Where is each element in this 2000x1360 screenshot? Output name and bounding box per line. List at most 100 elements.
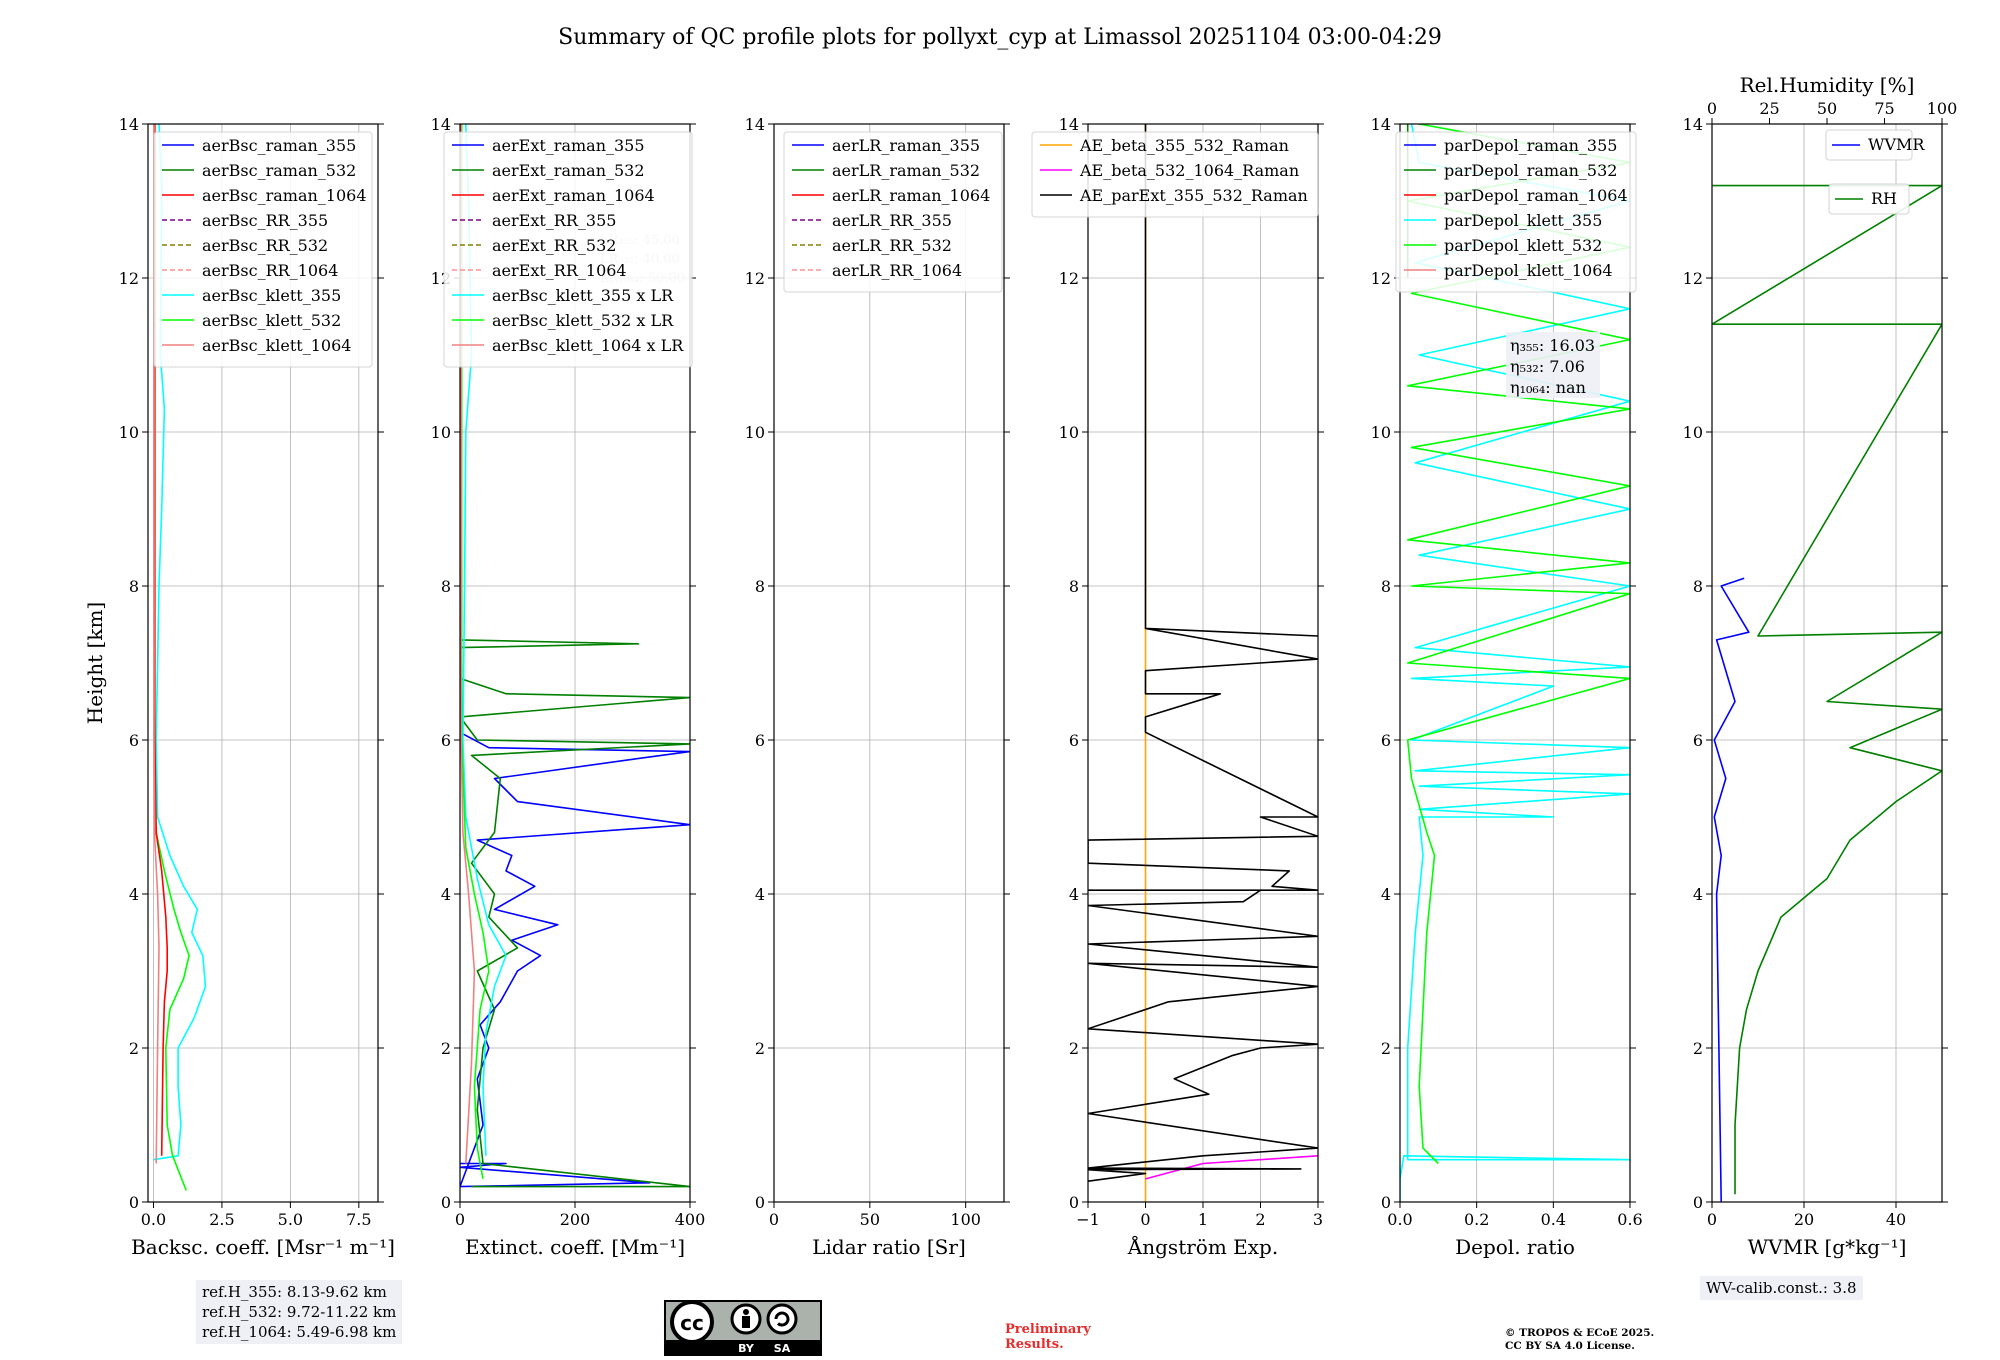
y-tick-label: 14 [1059, 115, 1079, 134]
y-tick-label: 0 [1069, 1193, 1079, 1212]
series-group [460, 124, 690, 1188]
legend-label: aerLR_raman_532 [832, 161, 980, 180]
legend-label: aerExt_raman_1064 [492, 186, 655, 205]
legend-label: aerBsc_raman_532 [202, 161, 356, 180]
x-tick-label: 0.2 [1464, 1210, 1489, 1229]
y-tick-label: 2 [755, 1039, 765, 1058]
top-tick-label: 100 [1927, 99, 1958, 118]
series-line-WVMR [1713, 577, 1750, 1202]
top-tick-label: 50 [1817, 99, 1837, 118]
legend-label: aerBsc_klett_1064 x LR [492, 336, 684, 355]
eta-annotation-box [1506, 332, 1600, 398]
axes-frame [147, 123, 379, 1203]
legend-label: aerLR_RR_532 [832, 236, 952, 255]
y-tick-label: 0 [441, 1193, 451, 1212]
y-axis-label: Height [km] [83, 602, 107, 724]
legend-label: aerBsc_raman_1064 [202, 186, 367, 205]
series-line-aerBsc_klett_1064 [153, 124, 160, 1164]
legend-label: aerLR_RR_1064 [832, 261, 962, 280]
axes-frame [1711, 123, 1943, 1203]
series-group [1088, 124, 1318, 1202]
series-line-AE_parExt_355_532_Raman [1088, 124, 1318, 1182]
y-tick-label: 4 [129, 885, 139, 904]
cc-by-label: BY [738, 1342, 755, 1355]
y-tick-label: 10 [431, 423, 451, 442]
series-line-aerExt_raman_355 [460, 124, 690, 1188]
legend-label: AE_beta_355_532_Raman [1079, 136, 1289, 155]
y-tick-label: 6 [1069, 731, 1079, 750]
series-line-aerBsc_raman_1064 [154, 124, 168, 1156]
legend-label: aerBsc_klett_355 [202, 286, 341, 305]
y-tick-label: 12 [119, 269, 139, 288]
legend-label: WVMR [1868, 135, 1925, 154]
x-tick-label: 200 [560, 1210, 591, 1229]
y-tick-label: 10 [1683, 423, 1703, 442]
y-tick-label: 4 [755, 885, 765, 904]
cc-sa-label: SA [774, 1342, 791, 1355]
x-tick-label: 0 [455, 1210, 465, 1229]
x-tick-label: 0.6 [1617, 1210, 1642, 1229]
y-tick-label: 12 [745, 269, 765, 288]
ref-height-1064: ref.H_1064: 5.49-6.98 km [202, 1323, 397, 1341]
x-tick-label: 400 [675, 1210, 706, 1229]
y-tick-label: 8 [1069, 577, 1079, 596]
cc-by-sa-license-icon: cc BY SA [664, 1300, 822, 1356]
legend-label: aerLR_raman_355 [832, 136, 980, 155]
y-tick-label: 14 [119, 115, 139, 134]
legend-label: aerBsc_RR_355 [202, 211, 328, 230]
legend-box [443, 131, 693, 368]
x-tick-label: 0.0 [1387, 1210, 1412, 1229]
series-line-parDepol_klett_355 [1400, 124, 1630, 1202]
y-tick-label: 0 [1381, 1193, 1391, 1212]
y-tick-label: 4 [1381, 885, 1391, 904]
copyright-line-1: © TROPOS & ECoE 2025. [1505, 1327, 1655, 1339]
y-tick-label: 8 [1693, 577, 1703, 596]
y-tick-label: 14 [745, 115, 765, 134]
legend-box [1825, 129, 1913, 161]
ref-height-532: ref.H_532: 9.72-11.22 km [202, 1303, 397, 1321]
y-tick-label: 2 [441, 1039, 451, 1058]
x-tick-label: 2.5 [209, 1210, 234, 1229]
legend-label: parDepol_raman_1064 [1444, 186, 1628, 205]
legend-label: aerBsc_klett_532 x LR [492, 311, 674, 330]
y-tick-label: 12 [1683, 269, 1703, 288]
legend-label: aerLR_RR_355 [832, 211, 952, 230]
legend-label: aerBsc_raman_355 [202, 136, 356, 155]
legend-box [153, 131, 373, 368]
x-tick-label: 0.0 [141, 1210, 166, 1229]
y-tick-label: 10 [1059, 423, 1079, 442]
y-tick-label: 10 [1371, 423, 1391, 442]
legend-label: aerLR_raman_1064 [832, 186, 990, 205]
x-tick-label: 0 [769, 1210, 779, 1229]
y-tick-label: 10 [119, 423, 139, 442]
series-line-RH [1712, 184, 1942, 1195]
x-tick-label: 0 [1140, 1210, 1150, 1229]
legend-label: aerBsc_klett_1064 [202, 336, 351, 355]
y-tick-label: 0 [129, 1193, 139, 1212]
legend-label: aerExt_RR_355 [492, 211, 616, 230]
x-tick-label: 0 [1707, 1210, 1717, 1229]
legend-label: RH [1871, 189, 1897, 208]
y-tick-label: 12 [1371, 269, 1391, 288]
series-line-parDepol_klett_532 [1406, 124, 1630, 1165]
y-tick-label: 4 [441, 885, 451, 904]
reference-height-box: ref.H_355: 8.13-9.62 km ref.H_532: 9.72-… [196, 1280, 403, 1344]
copyright-note: © TROPOS & ECoE 2025. CC BY SA 4.0 Licen… [1505, 1327, 1654, 1353]
axes-frame [773, 123, 1005, 1203]
x-tick-label: 2 [1255, 1210, 1265, 1229]
x-tick-label: 100 [950, 1210, 981, 1229]
legend-label: parDepol_raman_532 [1444, 161, 1617, 180]
x-tick-label: 40 [1886, 1210, 1906, 1229]
x-axis-label: Ångström Exp. [1127, 1234, 1278, 1259]
y-tick-label: 8 [129, 577, 139, 596]
preliminary-note: Preliminary Results. [1005, 1322, 1091, 1352]
x-tick-label: 0.4 [1541, 1210, 1566, 1229]
x-axis-label: Lidar ratio [Sr] [812, 1235, 966, 1259]
legend-box [1395, 131, 1637, 293]
legend-label: AE_parExt_355_532_Raman [1079, 186, 1308, 205]
panel-wvmr: 0 20 40 0 2 4 6 8 10 12 14 WVMR [g*kg⁻¹] 0 25 50 75 100 R… [1683, 73, 1958, 1259]
legend-label: aerBsc_klett_532 [202, 311, 341, 330]
legend-label: AE_beta_532_1064_Raman [1079, 161, 1299, 180]
